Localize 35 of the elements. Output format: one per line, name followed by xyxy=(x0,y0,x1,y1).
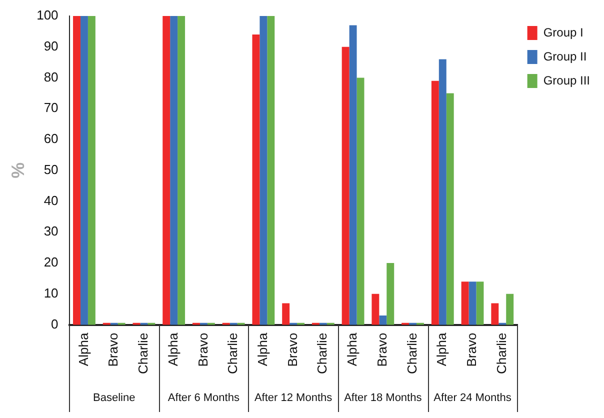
x-tick-label: Alpha xyxy=(344,332,360,366)
y-tick-label: 60 xyxy=(44,131,58,146)
x-tick-label: Charlie xyxy=(494,332,509,374)
y-tick-label: 90 xyxy=(44,38,58,54)
x-tick-label: Charlie xyxy=(136,332,151,374)
x-tick-label: Bravo xyxy=(374,332,390,367)
x-tick-label: Bravo xyxy=(195,332,210,367)
x-tick-label: Alpha xyxy=(434,332,450,366)
y-tick-label: 70 xyxy=(44,100,58,116)
y-tick-label: 30 xyxy=(44,224,58,239)
x-tick-label: Bravo xyxy=(106,332,121,367)
y-tick-label: 40 xyxy=(44,192,58,208)
text: After 24 Months xyxy=(434,392,512,404)
text: After 12 Months xyxy=(254,392,333,404)
legend-label: Group III xyxy=(543,73,590,88)
x-tick-label: Charlie xyxy=(225,332,240,374)
text: After 6 Months xyxy=(168,392,240,404)
x-tick-label: Charlie xyxy=(404,332,420,374)
x-tick-label: Alpha xyxy=(255,332,270,366)
y-tick-label: 50 xyxy=(44,162,58,177)
y-axis-title: % xyxy=(8,162,28,178)
y-tick-label: 100 xyxy=(36,8,58,23)
text: Baseline xyxy=(92,392,136,404)
x-tick-label: Bravo xyxy=(464,332,480,367)
y-tick-label: 80 xyxy=(44,69,58,84)
text: After 18 Months xyxy=(344,392,422,404)
x-tick-label: Alpha xyxy=(76,332,91,366)
legend-label: Group II xyxy=(543,49,587,64)
legend-label: Group I xyxy=(543,25,584,40)
y-tick-label: 10 xyxy=(44,286,58,301)
x-tick-label: Alpha xyxy=(165,332,180,366)
x-tick-label: Charlie xyxy=(314,332,330,374)
y-tick-label: 0 xyxy=(51,316,58,332)
y-tick-label: 20 xyxy=(44,254,58,270)
x-tick-label: Bravo xyxy=(284,332,300,367)
